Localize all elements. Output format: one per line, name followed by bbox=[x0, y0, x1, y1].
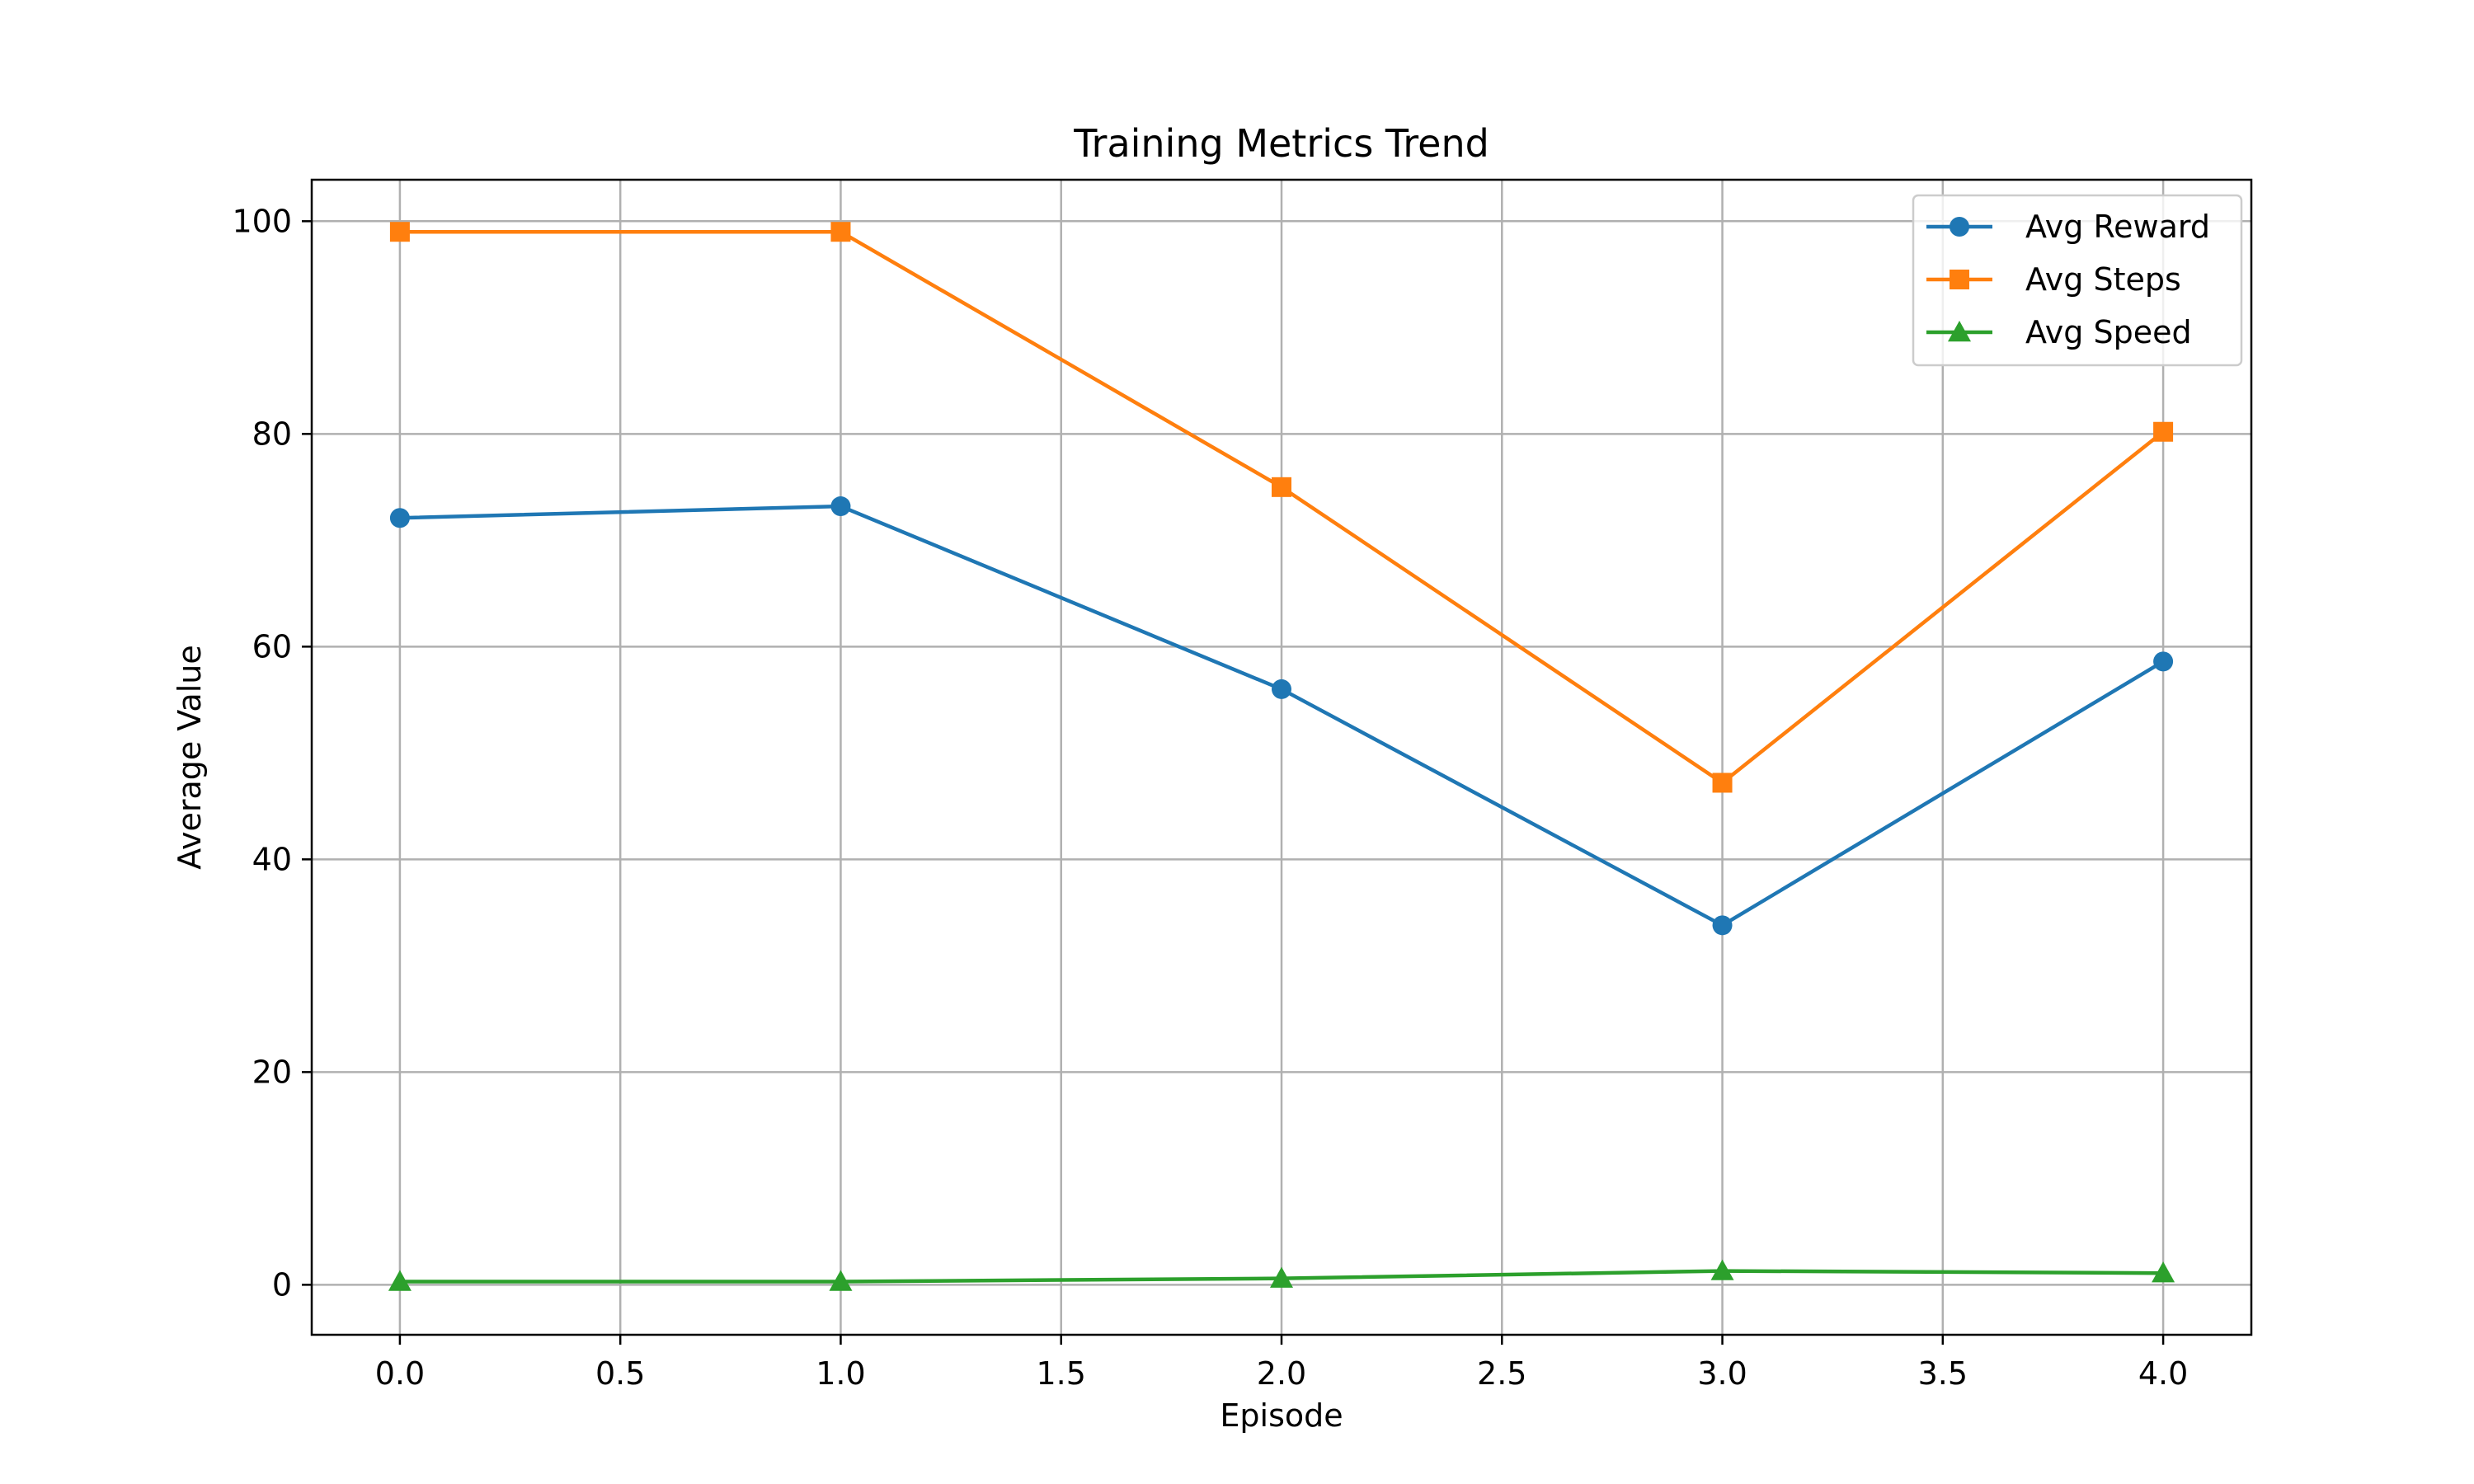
data-point-avg-speed bbox=[1710, 1259, 1734, 1280]
data-point-avg-reward bbox=[1712, 915, 1733, 936]
legend-label: Avg Steps bbox=[2025, 261, 2181, 298]
y-tick-label: 80 bbox=[252, 416, 292, 452]
data-point-avg-reward bbox=[1272, 679, 1291, 699]
x-axis-title: Episode bbox=[1220, 1397, 1343, 1434]
data-point-avg-speed bbox=[2152, 1261, 2175, 1283]
data-point-avg-steps bbox=[2153, 421, 2174, 442]
legend-marker bbox=[1950, 270, 1969, 289]
data-point-avg-steps bbox=[1712, 773, 1733, 793]
legend-item-avg-speed: Avg Speed bbox=[1926, 314, 2192, 350]
data-point-avg-steps bbox=[389, 222, 410, 242]
legend-marker bbox=[1950, 217, 1969, 237]
x-tick-label: 3.0 bbox=[1697, 1355, 1747, 1392]
data-point-avg-steps bbox=[1272, 477, 1291, 497]
legend-item-avg-reward: Avg Reward bbox=[1926, 209, 2210, 245]
series-avg-reward bbox=[389, 496, 2174, 936]
legend-item-avg-steps: Avg Steps bbox=[1926, 261, 2181, 298]
series-avg-speed bbox=[388, 1259, 2175, 1291]
legend-label: Avg Reward bbox=[2025, 209, 2210, 245]
axis-ticks: 0.0 0.5 1.0 1.5 2.0 2.5 3.0 3.5 4.0 0 20 40 60 80 100 bbox=[232, 203, 2188, 1392]
y-tick-label: 20 bbox=[252, 1054, 292, 1090]
data-point-avg-reward bbox=[830, 496, 851, 517]
legend-box bbox=[1912, 194, 2243, 367]
y-tick-label: 0 bbox=[272, 1266, 292, 1303]
data-point-avg-speed bbox=[388, 1270, 412, 1291]
x-tick-label: 3.5 bbox=[1918, 1355, 1968, 1392]
x-tick-label: 1.5 bbox=[1037, 1355, 1086, 1392]
chart-title: Training Metrics Trend bbox=[1073, 121, 1489, 166]
data-point-avg-reward bbox=[389, 508, 410, 528]
legend-marker bbox=[1948, 321, 1971, 342]
x-tick-label: 2.5 bbox=[1477, 1355, 1526, 1392]
x-tick-label: 2.0 bbox=[1257, 1355, 1306, 1392]
data-point-avg-steps bbox=[830, 222, 851, 242]
legend-label: Avg Speed bbox=[2025, 314, 2192, 350]
legend: Avg Reward Avg Steps Avg Speed bbox=[1912, 194, 2243, 367]
data-point-avg-speed bbox=[1270, 1266, 1293, 1288]
series-lines bbox=[388, 222, 2175, 1291]
y-axis-title: Average Value bbox=[172, 645, 208, 869]
y-tick-label: 40 bbox=[252, 841, 292, 877]
data-point-avg-reward bbox=[2153, 651, 2174, 672]
x-tick-label: 1.0 bbox=[816, 1355, 865, 1392]
data-point-avg-speed bbox=[829, 1270, 853, 1291]
x-tick-label: 0.0 bbox=[375, 1355, 425, 1392]
y-tick-label: 60 bbox=[252, 628, 292, 665]
x-tick-label: 4.0 bbox=[2138, 1355, 2188, 1392]
x-tick-label: 0.5 bbox=[595, 1355, 645, 1392]
series-avg-steps bbox=[389, 222, 2174, 793]
y-tick-label: 100 bbox=[232, 203, 292, 239]
